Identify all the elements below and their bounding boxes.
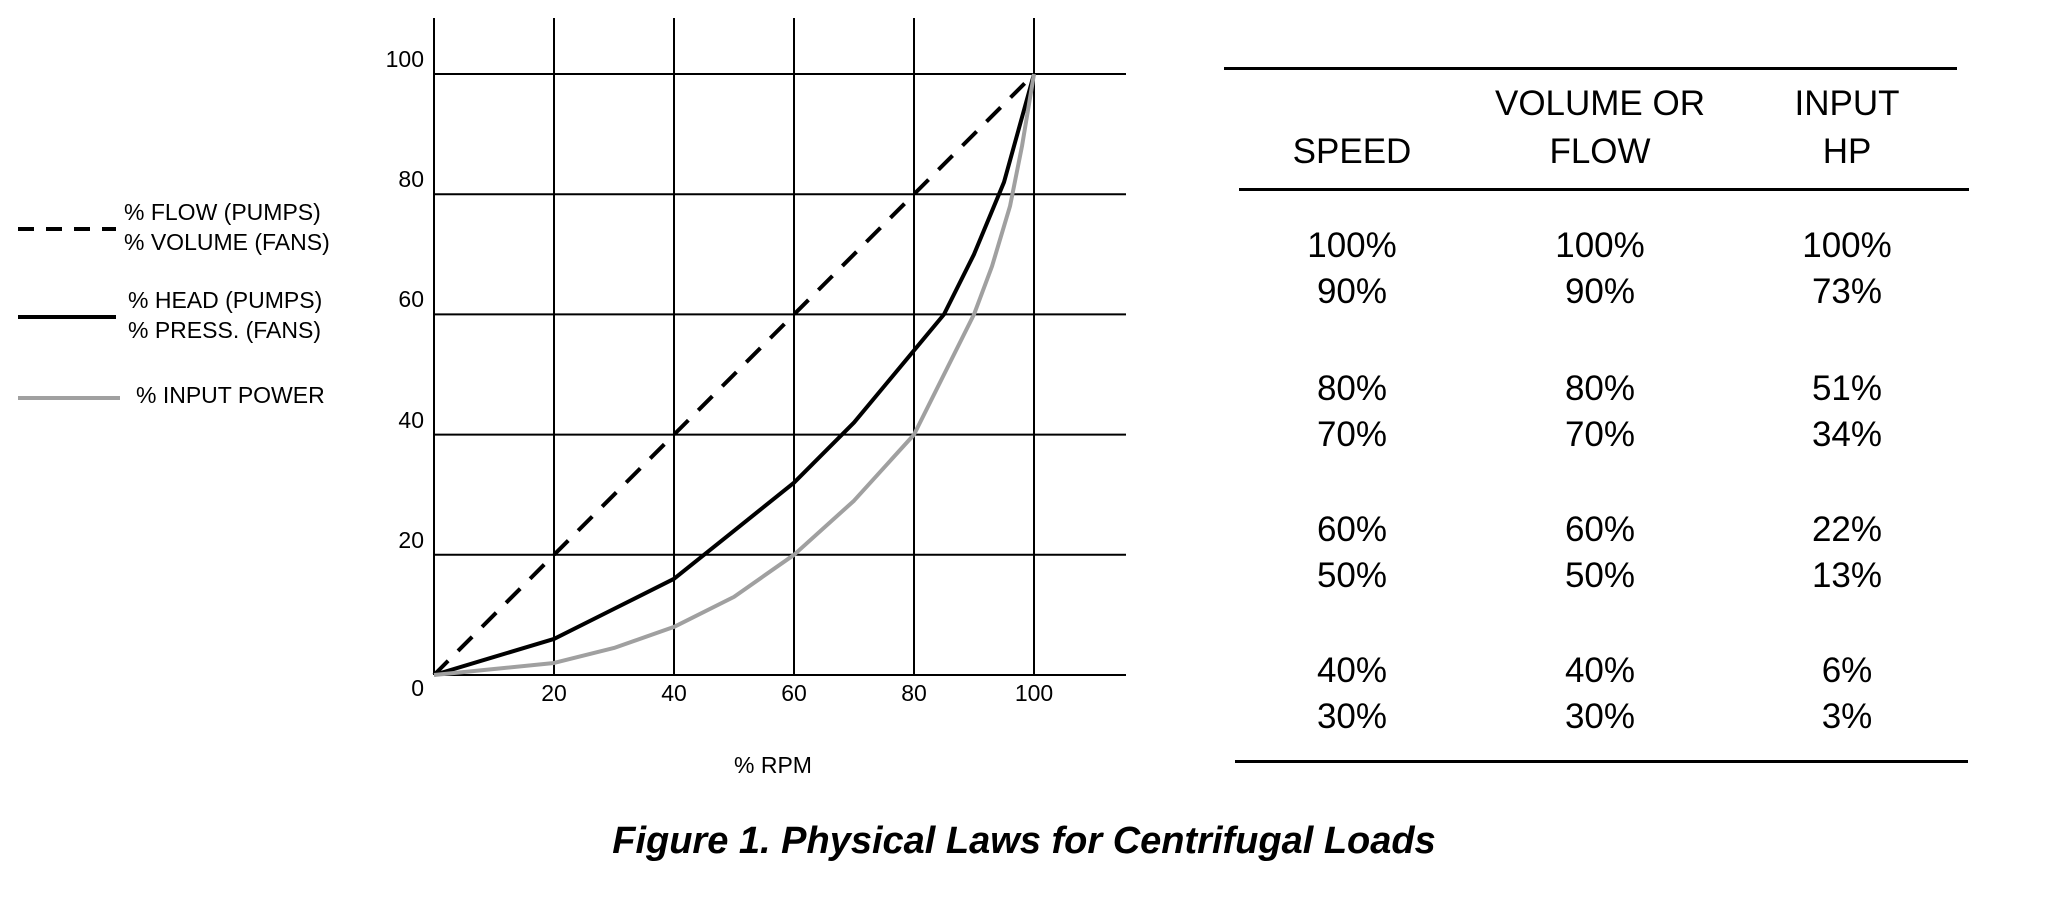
x-tick-label: 40 xyxy=(661,680,687,706)
legend-label: % VOLUME (FANS) xyxy=(124,229,330,255)
table-header: INPUT xyxy=(1794,84,1900,123)
table-cell: 80% xyxy=(1564,369,1636,408)
y-tick-label: 0 xyxy=(411,675,424,701)
table-cell: 3% xyxy=(1821,697,1873,736)
series-line-0 xyxy=(432,72,1036,677)
table-cell: 6% xyxy=(1821,651,1873,690)
legend-label: % PRESS. (FANS) xyxy=(128,317,321,343)
y-tick-label: 20 xyxy=(398,526,424,553)
table-header-rule xyxy=(1239,188,1969,191)
table-cell: 60% xyxy=(1316,510,1388,549)
figure-caption: Figure 1. Physical Laws for Centrifugal … xyxy=(612,820,1436,862)
table-cell: 50% xyxy=(1564,556,1636,595)
y-tick-label: 100 xyxy=(385,46,424,72)
table-cell: 40% xyxy=(1316,651,1388,690)
legend-label: % INPUT POWER xyxy=(136,382,325,408)
table-cell: 90% xyxy=(1316,272,1388,311)
table-cell: 100% xyxy=(1307,226,1397,265)
table-cell: 80% xyxy=(1316,369,1388,408)
table-cell: 90% xyxy=(1564,272,1636,311)
table-cell: 51% xyxy=(1811,369,1883,408)
table-cell: 70% xyxy=(1564,415,1636,454)
table-cell: 60% xyxy=(1564,510,1636,549)
table-cell: 50% xyxy=(1316,556,1388,595)
table-cell: 100% xyxy=(1802,226,1892,265)
legend-label: % FLOW (PUMPS) xyxy=(124,199,321,225)
table-header: SPEED xyxy=(1292,132,1412,171)
x-tick-label: 20 xyxy=(541,680,567,706)
table-cell: 100% xyxy=(1555,226,1645,265)
table-cell: 40% xyxy=(1564,651,1636,690)
table-cell: 73% xyxy=(1811,272,1883,311)
series-line-1 xyxy=(433,73,1036,677)
table-cell: 70% xyxy=(1316,415,1388,454)
x-tick-label: 100 xyxy=(1014,680,1054,706)
series-line-2 xyxy=(433,73,1036,677)
table-cell: 30% xyxy=(1564,697,1636,736)
x-tick-label: 80 xyxy=(901,680,927,706)
table-header: HP xyxy=(1822,132,1872,171)
legend-label: % HEAD (PUMPS) xyxy=(128,287,323,313)
table-bottom-rule xyxy=(1235,760,1968,763)
x-axis-label: % RPM xyxy=(734,752,812,778)
table-cell: 30% xyxy=(1316,697,1388,736)
x-tick-label: 60 xyxy=(781,680,807,706)
table-header: FLOW xyxy=(1549,132,1651,171)
y-tick-label: 40 xyxy=(398,406,424,433)
table-top-rule xyxy=(1224,67,1957,70)
y-tick-label: 60 xyxy=(398,286,424,313)
y-tick-label: 80 xyxy=(398,166,424,193)
table-cell: 13% xyxy=(1811,556,1883,595)
table-cell: 22% xyxy=(1811,510,1883,549)
table-header: VOLUME OR xyxy=(1494,84,1706,123)
table-cell: 34% xyxy=(1811,415,1883,454)
